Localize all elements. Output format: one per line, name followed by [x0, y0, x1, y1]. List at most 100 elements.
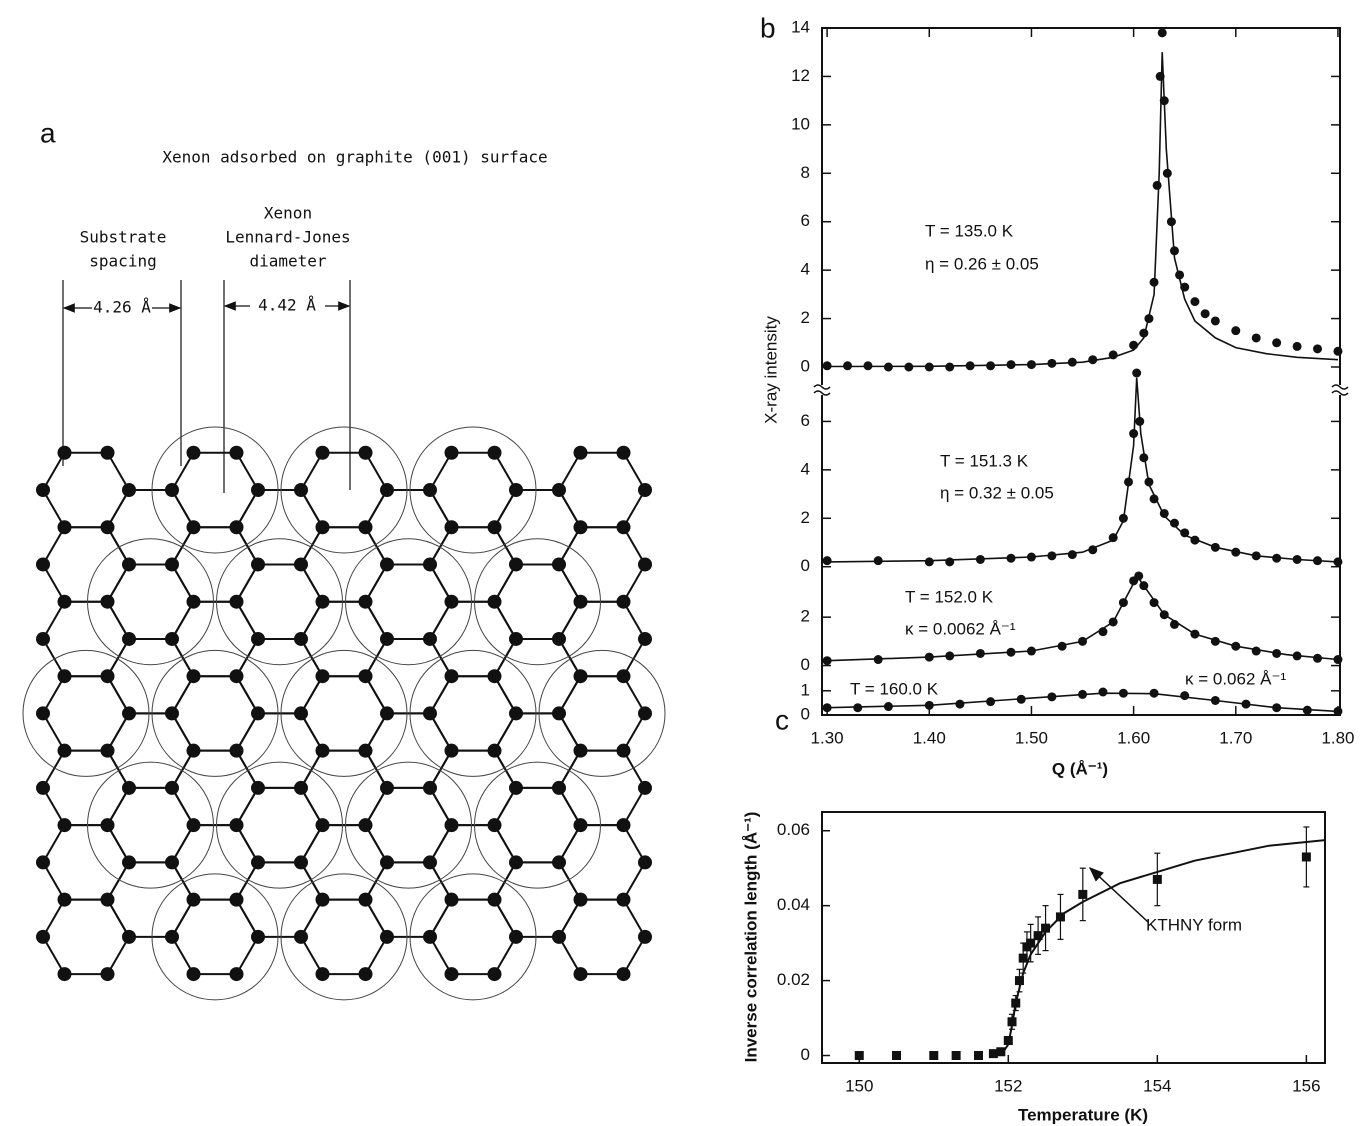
- hexagon: [172, 602, 258, 676]
- substrate-label: spacing: [89, 252, 156, 271]
- carbon-atom: [638, 632, 652, 646]
- data-point: [1303, 706, 1312, 715]
- data-point: [1132, 369, 1141, 378]
- data-point: [892, 1051, 901, 1060]
- carbon-atom: [423, 557, 437, 571]
- data-point: [1272, 338, 1281, 347]
- data-point: [929, 1051, 938, 1060]
- data-point: [952, 1051, 961, 1060]
- data-point: [925, 653, 934, 662]
- xenon-diameter: 4.42 Å: [258, 296, 316, 315]
- data-point: [1293, 651, 1302, 660]
- data-point: [1170, 620, 1179, 629]
- hexagon: [237, 788, 323, 862]
- carbon-atom: [165, 483, 179, 497]
- data-point: [1190, 297, 1199, 306]
- hexagon: [237, 639, 323, 713]
- data-point: [1119, 598, 1128, 607]
- carbon-atom: [445, 520, 459, 534]
- carbon-atom: [617, 744, 631, 758]
- carbon-atom: [359, 818, 373, 832]
- carbon-atom: [101, 893, 115, 907]
- hexagon: [430, 602, 516, 676]
- carbon-atom: [58, 446, 72, 460]
- data-point: [1156, 72, 1165, 81]
- carbon-atom: [251, 855, 265, 869]
- data-point: [1211, 543, 1220, 552]
- figure: a Xenon adsorbed on graphite (001) surfa…: [0, 0, 1363, 1126]
- fit-line: [1001, 840, 1325, 1055]
- carbon-atom: [165, 706, 179, 720]
- carbon-atom: [294, 781, 308, 795]
- carbon-atom: [423, 855, 437, 869]
- carbon-atom: [251, 930, 265, 944]
- carbon-atom: [251, 781, 265, 795]
- hexagon: [237, 564, 323, 638]
- data-point: [976, 649, 985, 658]
- hexagon: [237, 490, 323, 564]
- y-tick-label: 0: [801, 556, 810, 575]
- data-point: [1211, 316, 1220, 325]
- data-point: [1078, 637, 1087, 646]
- carbon-atom: [165, 632, 179, 646]
- data-point: [1175, 270, 1184, 279]
- carbon-atom: [617, 893, 631, 907]
- carbon-atom: [380, 781, 394, 795]
- carbon-atom: [187, 893, 201, 907]
- carbon-atom: [574, 520, 588, 534]
- data-point: [1170, 246, 1179, 255]
- carbon-atom: [316, 520, 330, 534]
- carbon-atom: [101, 967, 115, 981]
- hexagon: [301, 527, 387, 601]
- data-point: [945, 651, 954, 660]
- y-tick-label: 0.04: [777, 895, 810, 914]
- carbon-atom: [488, 967, 502, 981]
- data-point: [874, 556, 883, 565]
- data-point: [974, 1051, 983, 1060]
- data-point: [1068, 550, 1077, 559]
- carbon-atom: [380, 930, 394, 944]
- carbon-atom: [230, 818, 244, 832]
- x-tick-label: 1.50: [1015, 728, 1048, 747]
- carbon-atom: [638, 855, 652, 869]
- carbon-atom: [316, 744, 330, 758]
- x-tick-label: 152: [994, 1076, 1022, 1095]
- data-point: [1190, 536, 1199, 545]
- carbon-atom: [294, 706, 308, 720]
- data-point: [853, 703, 862, 712]
- data-point: [823, 361, 832, 370]
- data-point: [1027, 553, 1036, 562]
- carbon-atom: [574, 818, 588, 832]
- carbon-atom: [101, 818, 115, 832]
- carbon-atom: [445, 595, 459, 609]
- data-point: [925, 557, 934, 566]
- data-point: [1129, 429, 1138, 438]
- carbon-atom: [58, 893, 72, 907]
- data-point: [1109, 350, 1118, 359]
- y-tick-label: 0: [801, 1045, 810, 1064]
- data-point: [1313, 654, 1322, 663]
- hexagon: [366, 788, 452, 862]
- hexagon: [366, 639, 452, 713]
- carbon-atom: [58, 595, 72, 609]
- data-point: [1153, 875, 1162, 884]
- carbon-atom: [574, 595, 588, 609]
- carbon-atom: [552, 557, 566, 571]
- data-point: [1027, 360, 1036, 369]
- data-point: [1231, 326, 1240, 335]
- data-point: [1078, 890, 1087, 899]
- carbon-atom: [58, 818, 72, 832]
- hexagon: [495, 788, 581, 862]
- annotation: T = 135.0 K: [925, 221, 1014, 240]
- substrate-label: Substrate: [80, 228, 167, 247]
- carbon-atom: [122, 930, 136, 944]
- data-point: [1333, 707, 1342, 716]
- carbon-atom: [552, 632, 566, 646]
- carbon-atom: [617, 818, 631, 832]
- carbon-atom: [122, 483, 136, 497]
- data-point: [904, 363, 913, 372]
- hexagon: [43, 453, 129, 527]
- hexagon: [559, 751, 645, 825]
- data-point: [884, 702, 893, 711]
- data-point: [1129, 341, 1138, 350]
